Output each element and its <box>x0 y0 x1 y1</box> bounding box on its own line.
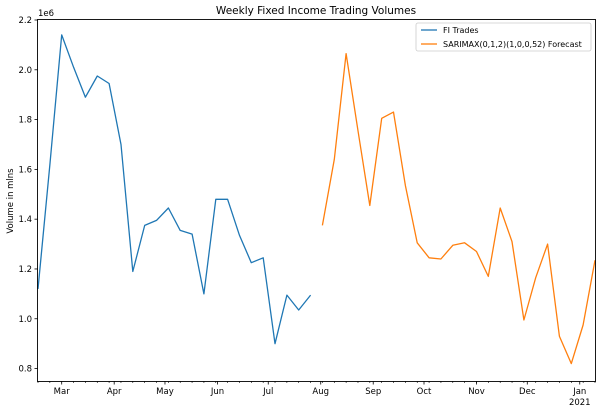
legend: FI Trades SARIMAX(0,1,2)(1,0,0,52) Forec… <box>415 22 592 52</box>
series-line-0 <box>37 34 312 345</box>
x-tick-label: Jun <box>210 387 224 397</box>
y-tick-label: 2.2 <box>18 16 32 26</box>
legend-box <box>415 22 592 52</box>
x-tick-label: Aug <box>312 387 329 397</box>
series-layer <box>37 34 596 365</box>
x-tick-label: Dec <box>519 387 536 397</box>
legend-label-fi-trades: FI Trades <box>443 26 479 35</box>
y-tick-label: 1.4 <box>18 215 32 225</box>
y-tick-label: 1.0 <box>18 315 32 325</box>
y-tick-label: 1.8 <box>18 116 32 126</box>
chart-title: Weekly Fixed Income Trading Volumes <box>216 5 416 17</box>
x-tick-label: Mar <box>54 387 71 397</box>
y-tick-label: 1.2 <box>18 265 32 275</box>
x-tick-label: May <box>156 387 174 397</box>
x-tick-label: Jul <box>262 387 273 397</box>
y-tick-label: 0.8 <box>18 365 32 375</box>
x-tick-label: Oct <box>417 387 432 397</box>
y-axis-label: Volume in mlns <box>6 168 16 234</box>
x-tick-label: Sep <box>365 387 381 397</box>
legend-label-forecast: SARIMAX(0,1,2)(1,0,0,52) Forecast <box>443 40 582 49</box>
x-tick-label: Nov <box>468 387 485 397</box>
y-axis: 0.8 1.0 1.2 1.4 1.6 1.8 2.0 2.2 <box>18 16 38 375</box>
x-tick-label: Jan <box>572 387 586 397</box>
y-tick-label: 2.0 <box>18 66 32 76</box>
x-tick-label: Apr <box>107 387 122 397</box>
x-tick-label: 2021 <box>569 398 591 408</box>
plot-frame <box>37 19 596 382</box>
y-tick-label: 1.6 <box>18 165 32 175</box>
y-offset-text: 1e6 <box>38 9 54 19</box>
series-line-1 <box>321 52 596 365</box>
